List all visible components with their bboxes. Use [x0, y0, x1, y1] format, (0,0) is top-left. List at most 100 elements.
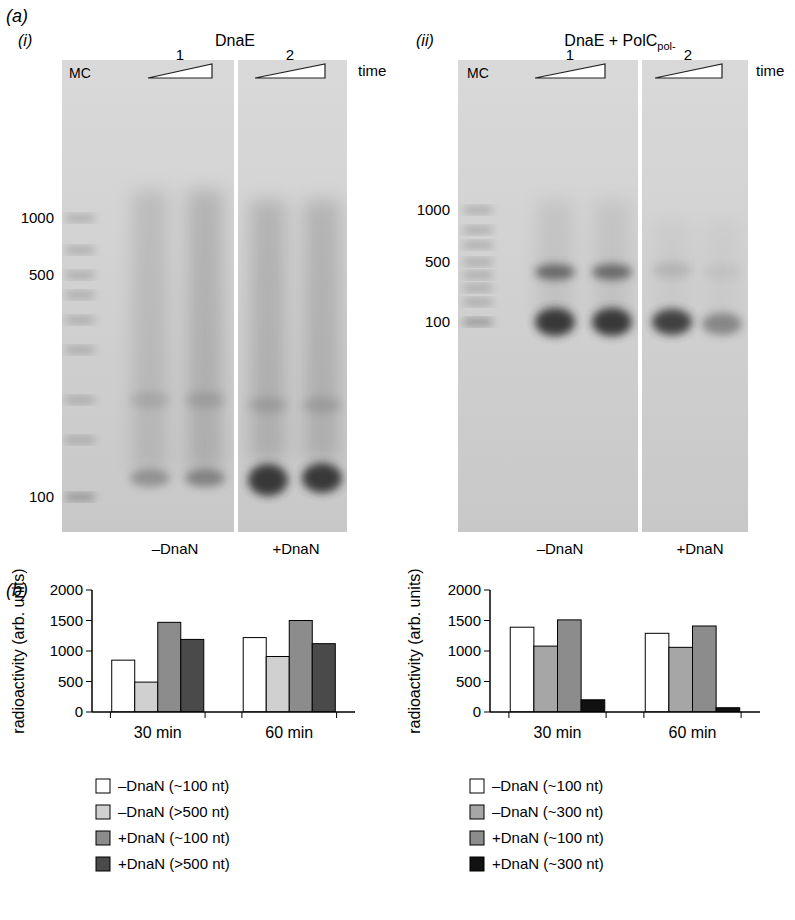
ladder-band: [66, 437, 94, 443]
ladder-band: [464, 319, 492, 325]
lane-smear: [304, 200, 340, 460]
legend-swatch: [470, 831, 484, 845]
time-wedge: [148, 64, 212, 78]
legend-label: +DnaN (~100 nt): [492, 829, 604, 846]
ladder-band: [66, 272, 94, 278]
gel-background: [458, 60, 638, 532]
panel-sublabel: (ii): [416, 32, 434, 49]
x-tick: [110, 712, 111, 718]
y-tick: [484, 651, 490, 652]
bar-chart: 30 min60 min0500100015002000radioactivit…: [10, 568, 355, 872]
y-tick: [86, 590, 92, 591]
panel-sublabel: (i): [18, 32, 32, 49]
ladder-band: [464, 259, 492, 265]
size-label: 100: [29, 488, 54, 505]
lane-band: [535, 308, 575, 336]
y-tick-label: 1500: [50, 612, 83, 629]
lane-smear: [250, 200, 286, 460]
legend-swatch: [96, 857, 110, 871]
x-tick: [741, 712, 742, 718]
x-tick: [241, 712, 242, 718]
legend-label: –DnaN (>500 nt): [118, 803, 229, 820]
ladder-band: [464, 227, 492, 233]
y-axis-label: radioactivity (arb. units): [10, 568, 27, 733]
lane-band: [130, 469, 170, 487]
bar: [510, 627, 534, 712]
condition-label: –DnaN: [537, 540, 584, 557]
ladder-band: [66, 292, 94, 298]
lane-band: [248, 464, 288, 496]
y-tick-label: 1000: [50, 642, 83, 659]
ladder-band: [66, 494, 94, 500]
lane-label: 1: [566, 46, 574, 63]
ladder-band: [464, 285, 492, 291]
lane-band: [302, 397, 342, 413]
ladder-band: [464, 299, 492, 305]
legend-label: +DnaN (~300 nt): [492, 855, 604, 872]
x-axis: [92, 711, 355, 713]
gel-title: DnaE: [215, 32, 255, 49]
bar: [266, 656, 289, 712]
gel-background: [62, 60, 234, 532]
ladder-band: [66, 317, 94, 323]
size-label: 1000: [21, 209, 54, 226]
lane-band: [702, 264, 742, 280]
x-tick: [205, 712, 206, 718]
time-wedge: [255, 64, 325, 78]
lane-smear: [187, 190, 223, 470]
category-label: 60 min: [668, 724, 716, 741]
legend-label: +DnaN (~100 nt): [118, 829, 230, 846]
y-tick-label: 0: [75, 703, 83, 720]
bars: [112, 621, 336, 713]
gel-title: DnaE + PolCpol-: [564, 32, 676, 52]
bar: [135, 682, 158, 712]
x-tick: [508, 712, 509, 718]
bar: [289, 621, 312, 713]
bar: [158, 622, 181, 712]
lane-band: [185, 392, 225, 408]
bars: [510, 620, 740, 712]
legend-swatch: [96, 779, 110, 793]
gel-image: [62, 60, 234, 532]
bar: [243, 638, 266, 712]
ladder-band: [464, 272, 492, 278]
y-tick: [86, 620, 92, 621]
legend-swatch: [96, 805, 110, 819]
legend-label: +DnaN (>500 nt): [118, 855, 230, 872]
x-tick: [606, 712, 607, 718]
y-tick: [86, 681, 92, 682]
size-label: 100: [425, 313, 450, 330]
size-label: 500: [29, 266, 54, 283]
lane-band: [248, 397, 288, 413]
lane-band: [302, 463, 342, 493]
gel-panel: (ii)DnaE + PolCpol-MC12time1000500100–Dn…: [416, 32, 784, 557]
time-wedge: [535, 64, 605, 78]
lane-band: [592, 308, 632, 336]
size-label: 1000: [417, 201, 450, 218]
condition-label: +DnaN: [272, 540, 319, 557]
y-tick: [484, 620, 490, 621]
gel-panel: (i)DnaEMC12time1000500100–DnaN+DnaN: [18, 32, 386, 557]
y-tick-label: 2000: [50, 581, 83, 598]
legend-swatch: [470, 857, 484, 871]
bar: [112, 660, 135, 712]
x-tick: [336, 712, 337, 718]
lane-smear: [537, 200, 573, 320]
lane-band: [185, 469, 225, 487]
bar: [693, 626, 717, 712]
ladder-band: [464, 242, 492, 248]
lane-band: [702, 313, 742, 335]
time-wedge: [655, 64, 722, 78]
time-label: time: [756, 62, 784, 79]
gel-title-main: DnaE + PolC: [564, 32, 657, 49]
lane-band: [592, 264, 632, 280]
y-tick: [484, 712, 490, 713]
y-tick-label: 500: [456, 673, 481, 690]
marker-label: MC: [69, 65, 91, 81]
condition-label: –DnaN: [152, 540, 199, 557]
y-tick: [86, 712, 92, 713]
y-axis-label: radioactivity (arb. units): [406, 568, 423, 733]
gel-title-sub: pol-: [657, 40, 676, 52]
y-tick: [86, 651, 92, 652]
bar: [312, 644, 335, 712]
